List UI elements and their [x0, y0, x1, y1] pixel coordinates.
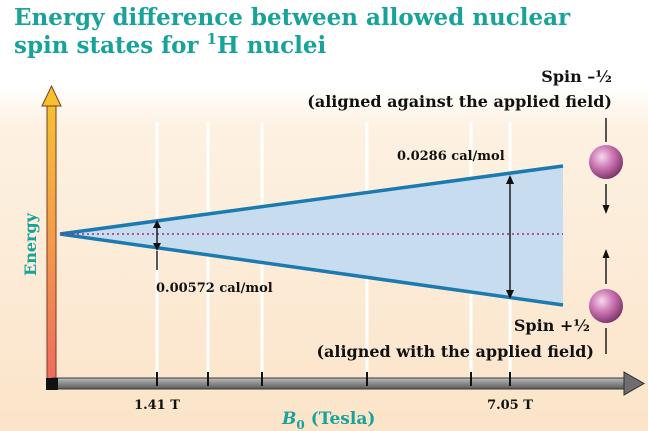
spin-minus-arrow [602, 118, 610, 214]
energy-axis [46, 103, 57, 383]
spin-plus-energy-line [59, 232, 564, 307]
spin-plus-arrow [602, 249, 610, 354]
diagram-title: Energy difference between allowed nuclea… [14, 4, 634, 60]
spin-minus-energy-line [59, 164, 564, 236]
y-axis-label: Energy [21, 212, 40, 276]
spin-minus-label: Spin –½ [541, 67, 612, 86]
field-axis-ticks [156, 372, 511, 386]
small-gap-label: 0.00572 cal/mol [156, 281, 273, 296]
energy-axis-arrowhead [41, 84, 62, 107]
spin-minus-description: (aligned against the applied field) [307, 92, 612, 111]
title-superscript: 1 [206, 30, 217, 48]
energy-band [60, 166, 563, 305]
spin-plus-description: (aligned with the applied field) [316, 342, 594, 361]
title-line-2-prefix: spin states for [14, 32, 207, 59]
x-axis-unit: (Tesla) [311, 409, 376, 429]
field-axis-arrowhead [623, 371, 646, 396]
title-line-2: spin states for 1H nuclei [14, 32, 634, 60]
x-tick-label-1: 1.41 T [134, 398, 180, 413]
title-line-1: Energy difference between allowed nuclea… [14, 4, 571, 31]
x-tick-label-2: 7.05 T [487, 398, 533, 413]
large-gap-arrow [506, 175, 514, 299]
spin-plus-nucleus [589, 289, 623, 323]
spin-plus-label: Spin +½ [514, 316, 590, 335]
large-gap-label: 0.0286 cal/mol [397, 149, 505, 164]
title-line-2-suffix: H nuclei [216, 32, 327, 59]
field-axis [51, 377, 628, 390]
x-axis-symbol: B [281, 409, 296, 429]
axis-origin [46, 378, 58, 390]
x-axis-label: B0 (Tesla) [281, 409, 375, 431]
x-axis-subscript: 0 [296, 418, 304, 431]
spin-minus-nucleus [589, 145, 623, 179]
small-gap-arrow [153, 220, 161, 270]
